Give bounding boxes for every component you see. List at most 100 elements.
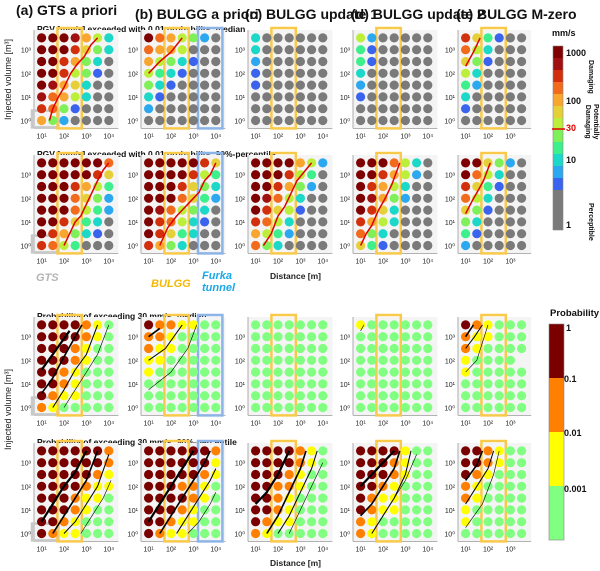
dot [284,33,294,43]
dot [177,229,187,239]
dot [200,56,210,67]
dot [211,33,221,43]
pgv-colorbar-bin [553,190,563,230]
y-tick-label: 10⁰ [339,243,350,251]
dot [166,493,176,503]
dot [211,528,221,539]
dot [200,402,210,413]
dot [461,104,471,114]
dot [423,355,433,365]
panel-title-e: (e) BULGG M-zero [456,6,577,22]
bulgg-box [163,313,191,417]
dot [412,367,422,377]
dot [155,45,165,55]
dot [412,115,422,126]
dot [483,56,493,67]
dot [356,493,366,503]
dot [472,379,482,389]
dot [48,205,58,215]
x-tick-label: 10² [483,258,494,265]
dot [389,320,399,330]
dot [188,229,198,239]
dot [517,205,527,215]
dot [37,481,47,491]
dot [318,68,328,78]
dot [307,115,317,126]
dot [59,193,69,203]
dot [494,481,504,491]
dot [48,379,58,389]
dot [378,402,388,413]
dot [144,193,154,203]
dot [188,343,198,354]
dot [494,205,504,215]
dot [400,481,410,491]
dot [494,379,504,389]
dot [166,355,176,365]
dot [251,517,261,527]
dot [70,528,80,539]
dot [166,80,176,90]
dot [472,92,482,102]
dot [505,367,515,377]
dot [200,493,210,503]
dot [307,379,317,389]
dot [517,115,527,126]
x-tick-label: 10⁴ [103,546,114,553]
dot [378,68,388,78]
y-tick-label: 10⁰ [444,405,455,413]
y-tick-label: 10¹ [235,508,246,515]
panel-3-d: 10⁰ 10¹ 10² 10³ 10¹ 10² 10³ 10⁴ [339,439,438,553]
dot [251,402,261,413]
dot [494,170,504,180]
dot [262,355,272,365]
plot-area [248,30,333,129]
dot [367,458,377,468]
dot [70,229,80,239]
bulgg-box [480,26,508,130]
pgv-colorbar-frame [552,45,564,231]
dot [356,517,366,527]
y-tick-label: 10¹ [340,508,351,515]
dot [166,104,176,114]
dot [367,170,377,180]
dot [367,391,377,401]
threshold-line [80,480,112,534]
plot-area [248,317,333,416]
dot [200,229,210,239]
dot [461,158,471,168]
dot [155,240,165,251]
dot [211,56,221,67]
dot [200,320,210,330]
x-tick-label: 10³ [295,133,306,140]
dot [389,481,399,491]
threshold-line [159,450,211,534]
dot [356,446,366,456]
x-tick-label: 10³ [188,133,199,140]
dot [461,446,471,456]
x-tick-label: 10¹ [144,258,155,265]
dot [307,493,317,503]
dot [200,355,210,365]
dot [389,92,399,102]
dot [400,355,410,365]
y-tick-label: 10² [128,71,139,78]
dot [356,68,366,78]
dot [505,320,515,330]
dot [389,158,399,168]
dot [200,391,210,401]
dot [295,481,305,491]
y-tick-label: 10¹ [21,508,32,515]
dot [188,181,198,192]
dot [59,181,69,192]
dot [37,320,47,330]
bulgg-box [480,439,508,543]
dot [251,505,261,515]
y-tick-label: 10⁰ [20,531,31,539]
dot [423,158,433,168]
dot [144,343,154,354]
dot [70,481,80,491]
pgv-tick-10: 10 [566,155,577,165]
dot [273,320,283,330]
dot [295,391,305,401]
